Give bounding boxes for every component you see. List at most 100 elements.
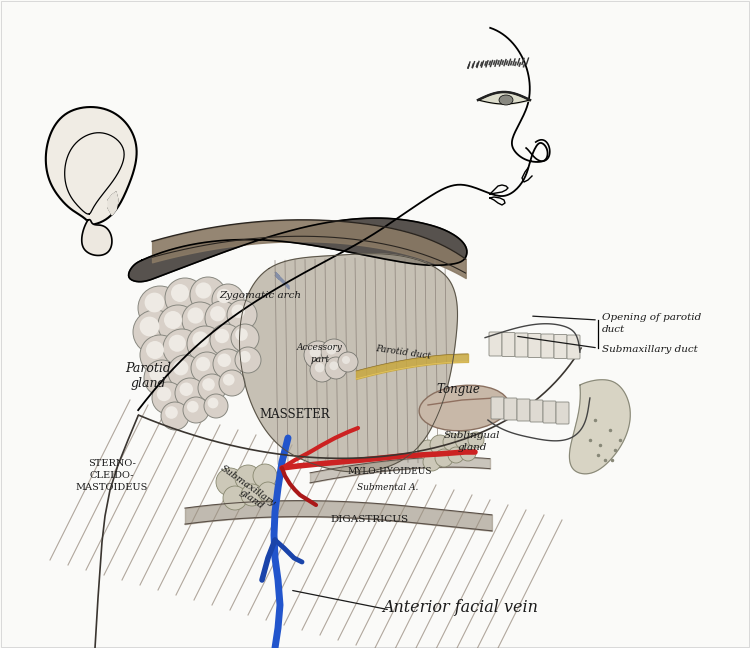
Circle shape — [321, 339, 347, 365]
FancyBboxPatch shape — [567, 335, 580, 359]
Circle shape — [193, 331, 208, 347]
Circle shape — [157, 387, 171, 401]
FancyBboxPatch shape — [504, 398, 517, 420]
Circle shape — [171, 284, 189, 302]
Circle shape — [183, 397, 209, 423]
Circle shape — [168, 355, 202, 389]
Circle shape — [423, 453, 441, 471]
Text: gland: gland — [458, 443, 487, 452]
Text: Tongue: Tongue — [436, 384, 480, 397]
Circle shape — [138, 286, 182, 330]
Circle shape — [202, 378, 214, 391]
Text: Opening of parotid: Opening of parotid — [602, 314, 701, 323]
Circle shape — [146, 341, 164, 359]
Text: Submaxillary: Submaxillary — [219, 463, 278, 509]
Circle shape — [443, 433, 461, 451]
Circle shape — [161, 402, 189, 430]
Circle shape — [140, 317, 160, 336]
FancyBboxPatch shape — [541, 334, 554, 358]
Circle shape — [315, 363, 325, 373]
Circle shape — [152, 382, 184, 414]
Circle shape — [219, 370, 245, 396]
Circle shape — [210, 324, 242, 356]
Text: MASSETER: MASSETER — [260, 408, 330, 421]
FancyBboxPatch shape — [515, 333, 528, 357]
Circle shape — [187, 401, 199, 413]
Text: STERNO-: STERNO- — [88, 459, 136, 469]
Circle shape — [165, 278, 205, 318]
Circle shape — [310, 347, 321, 358]
Circle shape — [253, 464, 277, 488]
Circle shape — [455, 431, 473, 449]
Text: Parotid: Parotid — [125, 362, 171, 375]
Text: MYLO-HYOIDEUS: MYLO-HYOIDEUS — [348, 467, 432, 476]
Text: Parotid duct: Parotid duct — [375, 343, 431, 360]
Text: MASTOIDEUS: MASTOIDEUS — [76, 483, 148, 492]
Text: duct: duct — [602, 325, 625, 334]
Ellipse shape — [419, 386, 509, 431]
Text: Sublingual: Sublingual — [444, 430, 500, 439]
Circle shape — [329, 362, 338, 370]
Text: Anterior facial vein: Anterior facial vein — [382, 599, 538, 616]
Circle shape — [188, 307, 203, 323]
Circle shape — [190, 277, 226, 313]
Polygon shape — [569, 380, 630, 474]
FancyBboxPatch shape — [528, 334, 541, 358]
FancyBboxPatch shape — [543, 401, 556, 423]
Circle shape — [213, 349, 243, 379]
FancyBboxPatch shape — [517, 399, 530, 421]
Circle shape — [232, 305, 245, 318]
Circle shape — [196, 357, 210, 371]
Circle shape — [212, 284, 244, 316]
Circle shape — [217, 354, 231, 367]
Circle shape — [175, 378, 205, 408]
Text: part: part — [310, 356, 329, 364]
Circle shape — [338, 352, 358, 372]
FancyBboxPatch shape — [554, 334, 567, 358]
Circle shape — [158, 305, 198, 345]
Circle shape — [342, 356, 350, 364]
Circle shape — [214, 329, 230, 343]
FancyBboxPatch shape — [502, 332, 515, 356]
Circle shape — [133, 310, 177, 354]
FancyBboxPatch shape — [489, 332, 502, 356]
Polygon shape — [128, 218, 466, 282]
Circle shape — [204, 394, 228, 418]
Circle shape — [231, 324, 259, 352]
Circle shape — [236, 328, 248, 341]
FancyBboxPatch shape — [556, 402, 569, 424]
Circle shape — [326, 344, 337, 354]
Circle shape — [223, 486, 247, 510]
Circle shape — [208, 398, 218, 408]
Circle shape — [468, 432, 484, 448]
Circle shape — [173, 360, 188, 375]
Circle shape — [239, 351, 250, 363]
Circle shape — [258, 482, 278, 502]
Circle shape — [163, 329, 201, 367]
Circle shape — [196, 283, 211, 299]
Circle shape — [430, 435, 450, 455]
Text: Accessory: Accessory — [297, 343, 343, 353]
Circle shape — [223, 374, 235, 386]
Text: gland: gland — [130, 378, 166, 391]
Circle shape — [310, 358, 334, 382]
Text: DIGASTRICUS: DIGASTRICUS — [331, 516, 409, 524]
Circle shape — [187, 326, 223, 362]
Circle shape — [418, 440, 438, 460]
Circle shape — [205, 301, 239, 335]
Circle shape — [448, 447, 464, 463]
Circle shape — [191, 352, 223, 384]
Circle shape — [179, 382, 193, 396]
Circle shape — [235, 347, 261, 373]
Circle shape — [164, 311, 182, 329]
Text: Zygomatic arch: Zygomatic arch — [219, 290, 301, 299]
Circle shape — [198, 374, 226, 402]
Circle shape — [182, 302, 218, 338]
Text: Submaxillary duct: Submaxillary duct — [602, 345, 698, 354]
Polygon shape — [239, 254, 458, 472]
FancyBboxPatch shape — [530, 400, 543, 422]
Circle shape — [145, 293, 164, 312]
Polygon shape — [108, 192, 118, 215]
Circle shape — [169, 335, 186, 352]
Circle shape — [435, 449, 453, 467]
